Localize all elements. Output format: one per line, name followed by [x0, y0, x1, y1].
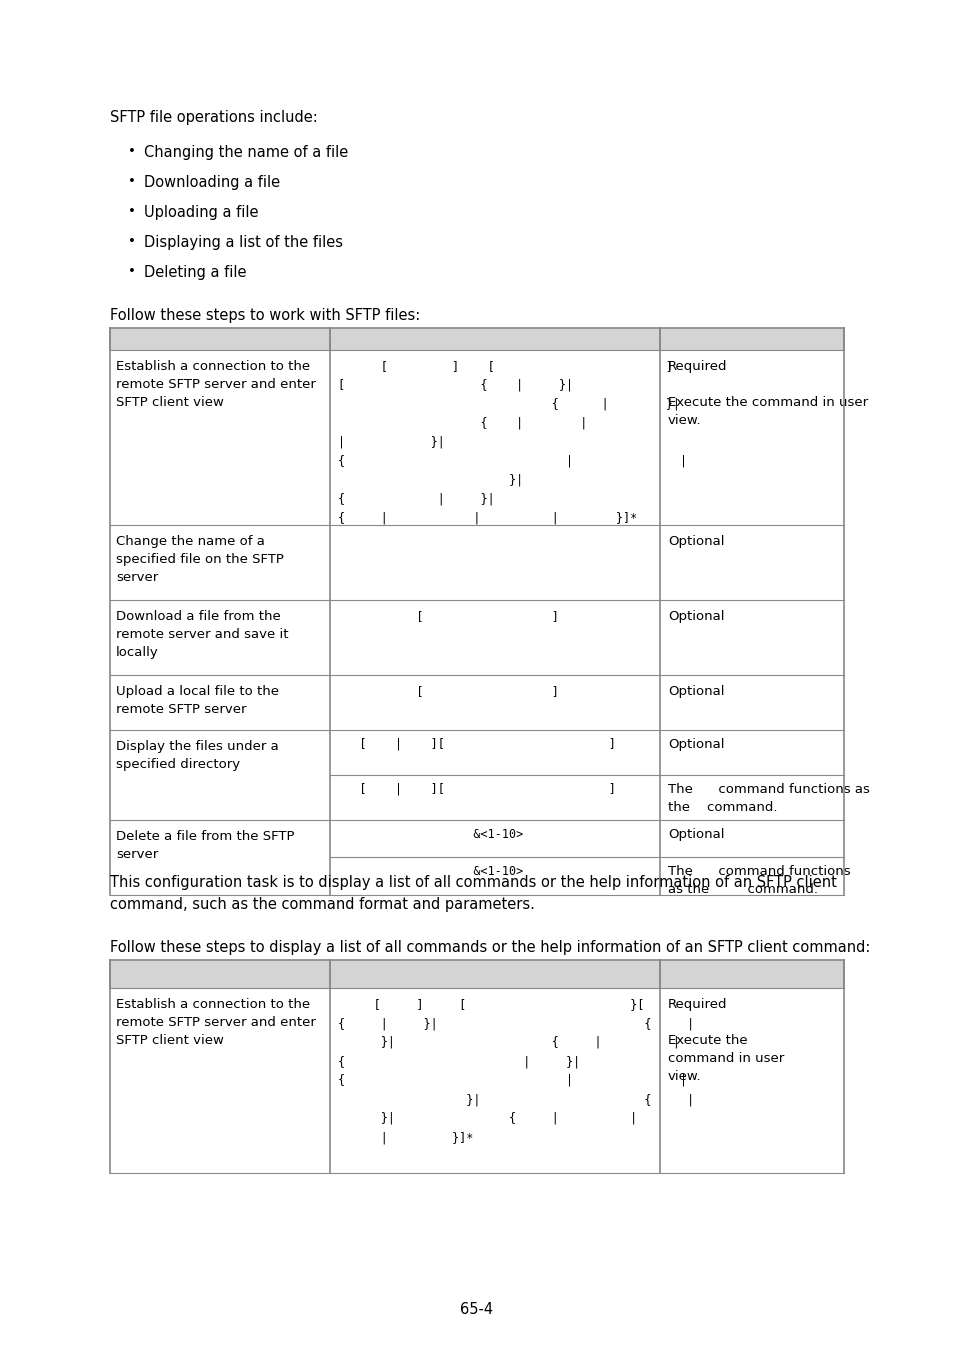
Text: Download a file from the
remote server and save it
locally: Download a file from the remote server a…: [116, 610, 288, 659]
Text: •: •: [128, 205, 135, 217]
Bar: [110, 960, 843, 988]
Text: Optional: Optional: [667, 610, 723, 622]
Text: Displaying a list of the files: Displaying a list of the files: [144, 235, 343, 250]
Text: [         ]    [                        ]
[                   {    |     }|
    : [ ] [ ] [ { | }|: [337, 360, 686, 525]
Bar: [110, 730, 843, 819]
Text: Optional: Optional: [667, 684, 723, 698]
Text: •: •: [128, 235, 135, 248]
Text: Delete a file from the SFTP
server: Delete a file from the SFTP server: [116, 830, 294, 861]
Text: Follow these steps to work with SFTP files:: Follow these steps to work with SFTP fil…: [110, 308, 420, 323]
Text: [                  ]: [ ]: [337, 684, 558, 698]
Text: SFTP file operations include:: SFTP file operations include:: [110, 109, 317, 126]
Bar: [110, 328, 843, 350]
Text: The      command functions
as the         command.: The command functions as the command.: [667, 865, 850, 896]
Text: Changing the name of a file: Changing the name of a file: [144, 144, 348, 161]
Text: &<1-10>: &<1-10>: [337, 865, 522, 878]
Text: •: •: [128, 176, 135, 188]
Bar: [110, 819, 843, 895]
Text: •: •: [128, 265, 135, 278]
Text: Deleting a file: Deleting a file: [144, 265, 246, 279]
Bar: [110, 525, 843, 599]
Text: 65-4: 65-4: [460, 1303, 493, 1318]
Text: Uploading a file: Uploading a file: [144, 205, 258, 220]
Text: Display the files under a
specified directory: Display the files under a specified dire…: [116, 740, 278, 771]
Text: Upload a local file to the
remote SFTP server: Upload a local file to the remote SFTP s…: [116, 684, 278, 716]
Text: [    |    ][                       ]: [ | ][ ]: [337, 738, 616, 751]
Bar: [110, 988, 843, 1173]
Bar: [110, 675, 843, 730]
Text: Required

Execute the command in user
view.: Required Execute the command in user vie…: [667, 360, 867, 427]
Text: •: •: [128, 144, 135, 158]
Text: [    |    ][                       ]: [ | ][ ]: [337, 783, 616, 796]
Text: Required

Execute the
command in user
view.: Required Execute the command in user vie…: [667, 998, 783, 1083]
Bar: [110, 599, 843, 675]
Text: This configuration task is to display a list of all commands or the help informa: This configuration task is to display a …: [110, 875, 836, 913]
Text: Establish a connection to the
remote SFTP server and enter
SFTP client view: Establish a connection to the remote SFT…: [116, 998, 315, 1048]
Text: Optional: Optional: [667, 535, 723, 548]
Text: Downloading a file: Downloading a file: [144, 176, 280, 190]
Text: [                  ]: [ ]: [337, 610, 558, 622]
Text: The      command functions as
the    command.: The command functions as the command.: [667, 783, 869, 814]
Bar: [110, 350, 843, 525]
Text: [     ]     [                       }[
{     |     }|                           : [ ] [ }[ { | }|: [337, 998, 694, 1143]
Text: Optional: Optional: [667, 738, 723, 751]
Text: Follow these steps to display a list of all commands or the help information of : Follow these steps to display a list of …: [110, 940, 869, 954]
Text: &<1-10>: &<1-10>: [337, 828, 522, 841]
Text: Change the name of a
specified file on the SFTP
server: Change the name of a specified file on t…: [116, 535, 284, 585]
Text: Optional: Optional: [667, 828, 723, 841]
Text: Establish a connection to the
remote SFTP server and enter
SFTP client view: Establish a connection to the remote SFT…: [116, 360, 315, 409]
